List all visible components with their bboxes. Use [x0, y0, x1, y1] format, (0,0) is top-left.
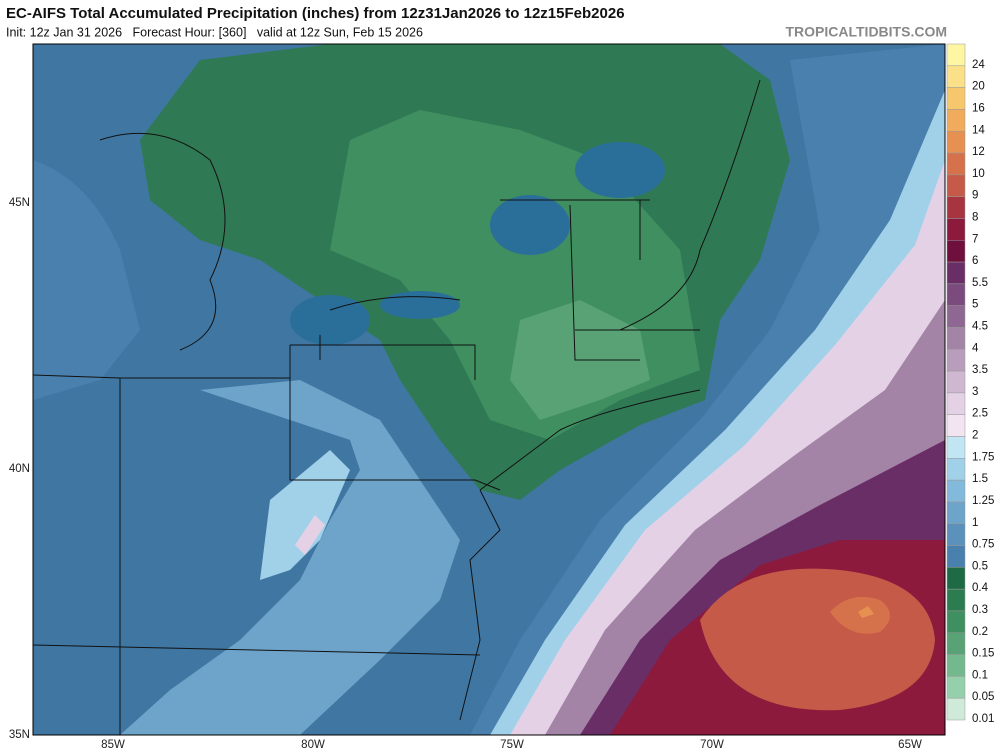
colorbar-label: 0.2 — [972, 626, 988, 638]
colorbar-label: 4.5 — [972, 321, 988, 333]
colorbar-label: 2.5 — [972, 408, 988, 420]
map — [33, 44, 945, 735]
precip-area — [33, 160, 140, 400]
latitude-label: 45N — [9, 197, 30, 209]
colorbar-label: 9 — [972, 190, 978, 202]
colorbar-box — [946, 261, 966, 285]
precip-area — [260, 450, 350, 580]
colorbar-box — [946, 152, 966, 176]
map-frame — [32, 43, 946, 736]
boundary-lines — [33, 199, 700, 735]
colorbar-box — [946, 370, 966, 394]
colorbar-label: 3 — [972, 386, 978, 398]
precip-area — [830, 596, 890, 634]
colorbar-label: 0.05 — [972, 691, 994, 703]
colorbar-box — [946, 458, 966, 481]
coastline — [99, 79, 761, 721]
colorbar-label: 7 — [972, 233, 978, 245]
colorbar-box — [946, 676, 966, 699]
site-credit: TROPICALTIDBITS.COM — [785, 24, 947, 40]
colorbar-box — [946, 43, 966, 67]
precip-area — [290, 295, 370, 345]
colorbar-label: 0.3 — [972, 604, 988, 616]
colorbar-label: 6 — [972, 255, 978, 267]
precip-area — [575, 142, 665, 198]
colorbar-label: 0.15 — [972, 648, 994, 660]
colorbar: 24 20 16 14 12 10 9 8 7 6 5.5 5 4.5 4 3.5 3 2.5 2 1.75 1.5 1… — [946, 43, 994, 725]
colorbar-box — [946, 545, 966, 568]
colorbar-label: 4 — [972, 342, 979, 354]
colorbar-box — [946, 610, 966, 634]
precip-area — [858, 606, 874, 618]
colorbar-label: 1 — [972, 517, 978, 529]
colorbar-label: 12 — [972, 146, 985, 158]
colorbar-box — [946, 305, 966, 328]
latitude-label: 40N — [9, 463, 30, 475]
axis-labels: 45N 40N 35N 85W 80W 75W 70W 65W — [9, 197, 922, 751]
colorbar-box — [946, 87, 966, 110]
colorbar-box — [946, 349, 966, 372]
colorbar-label: 1.5 — [972, 473, 988, 485]
colorbar-box — [946, 567, 966, 590]
colorbar-box — [946, 479, 966, 503]
subtitle: Init: 12z Jan 31 2026 Forecast Hour: [36… — [6, 25, 423, 39]
colorbar-box — [946, 240, 966, 263]
colorbar-box — [946, 109, 966, 132]
colorbar-label: 2 — [972, 430, 978, 442]
longitude-label: 75W — [500, 739, 524, 751]
colorbar-box — [946, 523, 966, 546]
colorbar-box — [946, 327, 966, 350]
colorbar-label: 0.75 — [972, 539, 994, 551]
colorbar-label: 5.5 — [972, 277, 988, 289]
colorbar-box — [946, 218, 966, 241]
colorbar-label: 1.75 — [972, 451, 994, 463]
colorbar-box — [946, 414, 966, 437]
colorbar-label: 14 — [972, 124, 985, 136]
colorbar-box — [946, 392, 966, 415]
colorbar-box — [946, 283, 966, 306]
colorbar-label: 3.5 — [972, 364, 988, 376]
precip-area — [490, 195, 570, 255]
colorbar-box — [946, 501, 966, 524]
colorbar-label: 8 — [972, 211, 978, 223]
precip-area — [380, 291, 460, 319]
colorbar-box — [946, 697, 966, 721]
colorbar-box — [946, 65, 966, 88]
colorbar-box — [946, 174, 966, 197]
colorbar-label: 0.4 — [972, 582, 989, 594]
colorbar-label: 5 — [972, 299, 978, 311]
colorbar-label: 16 — [972, 102, 985, 114]
colorbar-box — [946, 632, 966, 655]
longitude-label: 85W — [101, 739, 125, 751]
colorbar-label: 0.1 — [972, 669, 988, 681]
colorbar-label: 24 — [972, 59, 985, 71]
colorbar-label: 0.5 — [972, 560, 988, 572]
colorbar-label: 20 — [972, 81, 985, 93]
colorbar-label: 0.01 — [972, 713, 994, 725]
precip-area — [120, 380, 460, 735]
colorbar-box — [946, 436, 966, 459]
colorbar-box — [946, 654, 966, 677]
longitude-label: 80W — [301, 739, 325, 751]
colorbar-label: 1.25 — [972, 495, 994, 507]
colorbar-box — [946, 196, 966, 219]
colorbar-box — [946, 588, 966, 612]
longitude-label: 65W — [898, 739, 922, 751]
colorbar-box — [946, 130, 966, 154]
latitude-label: 35N — [9, 729, 30, 741]
precip-area — [295, 515, 325, 555]
colorbar-label: 10 — [972, 168, 985, 180]
title: EC-AIFS Total Accumulated Precipitation … — [6, 5, 625, 22]
longitude-label: 70W — [700, 739, 724, 751]
